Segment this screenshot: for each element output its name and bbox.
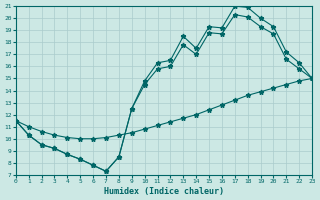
X-axis label: Humidex (Indice chaleur): Humidex (Indice chaleur): [104, 187, 224, 196]
